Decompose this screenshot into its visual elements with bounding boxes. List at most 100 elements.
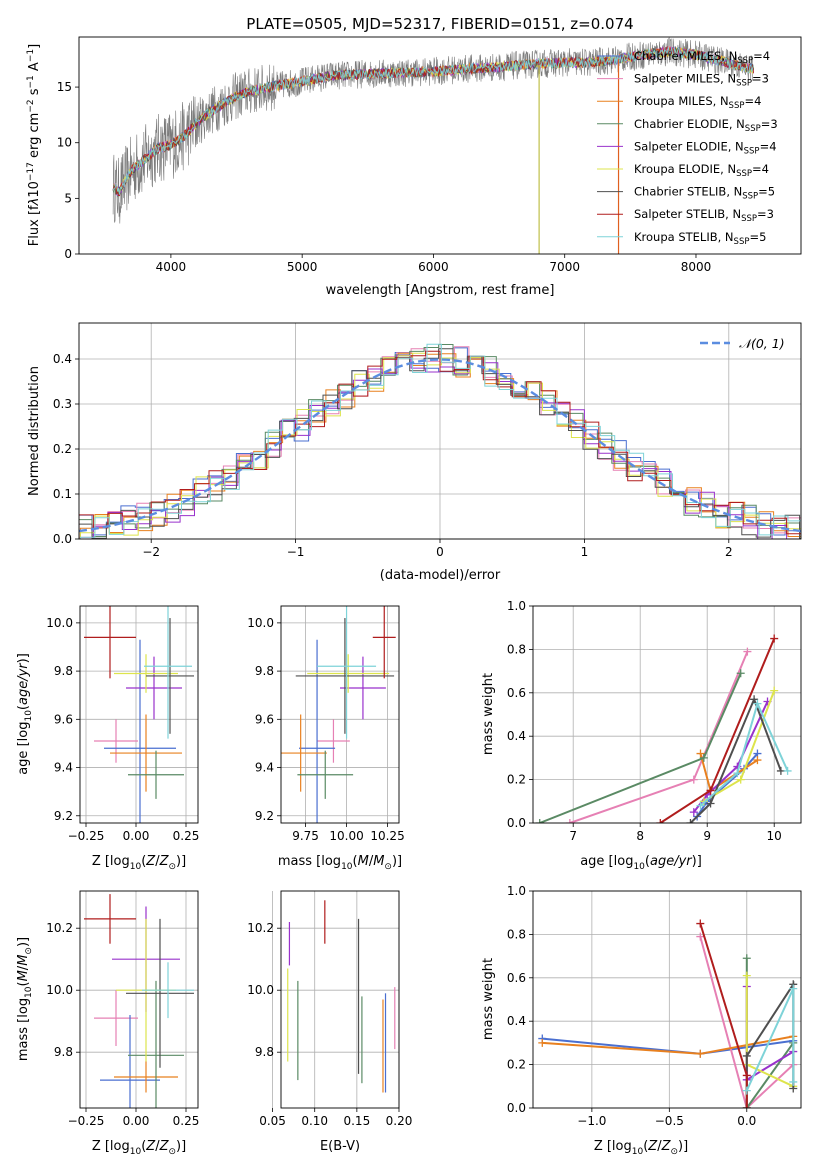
mass-weight-marker <box>770 686 779 695</box>
axes-frame <box>78 322 802 540</box>
mass-weight-marker <box>789 984 798 993</box>
mass-weight-marker <box>696 749 705 758</box>
x-tick-label: 4000 <box>156 260 187 274</box>
legend-label: Salpeter MILES, NSSP=3 <box>634 72 769 89</box>
mass-weight-line <box>569 651 749 823</box>
y-tick-label: 0.2 <box>53 442 72 456</box>
errorbar-points <box>84 606 194 823</box>
mass-weight-lines <box>538 919 798 1108</box>
axes-frame <box>532 605 802 824</box>
axes-frame <box>79 605 199 824</box>
mass-weight-marker <box>736 775 745 784</box>
histogram-series <box>79 350 801 539</box>
mass-age-xlabel: mass [log10(M/M⊙)] <box>278 854 402 872</box>
y-tick-label: 10.2 <box>46 921 73 935</box>
spectrum-ylabel: Flux [fλ10−17 erg cm−2 s−1 A−1] <box>26 44 42 246</box>
y-tick-label: 10.0 <box>46 983 73 997</box>
legend-label: Kroupa ELODIE, NSSP=4 <box>634 162 769 179</box>
mass-weight-marker <box>689 808 698 817</box>
mass-weight-marker <box>706 786 715 795</box>
mass-weight-marker <box>742 1051 751 1060</box>
histogram-series <box>79 343 801 539</box>
axes-frame <box>532 890 802 1109</box>
mass-weight-marker <box>770 634 779 643</box>
z-age-xlabel: Z [log10(Z/Z⊙)] <box>92 854 186 872</box>
z-age-panel: Z [log10(Z/Z⊙)] age [log10(age/yr)] −0.2… <box>16 605 200 872</box>
y-tick-label: 0.0 <box>507 1101 526 1115</box>
y-tick-label: 15 <box>57 80 72 94</box>
axes-frame <box>280 890 400 1109</box>
mass-weight-marker <box>776 766 785 775</box>
y-tick-label: 0.1 <box>53 487 72 501</box>
mass-weight-line <box>659 638 776 823</box>
x-tick-label: 1 <box>581 545 589 559</box>
x-tick-label: −0.25 <box>68 1114 105 1128</box>
mass-weight-marker <box>535 819 544 823</box>
mass-weight-marker <box>565 819 574 823</box>
mass-weight-marker <box>742 971 751 980</box>
mass-weight-marker <box>783 766 792 775</box>
y-tick-label: 9.8 <box>255 1045 274 1059</box>
z-mw-ylabel: mass weight <box>481 958 496 1040</box>
y-tick-label: 0.2 <box>507 773 526 787</box>
mass-weight-marker <box>743 647 752 656</box>
histogram-series <box>79 348 801 539</box>
x-tick-label: 0 <box>436 545 444 559</box>
spectrum-panel: PLATE=0505, MJD=52317, FIBERID=0151, z=0… <box>26 15 802 298</box>
y-tick-label: 0.4 <box>53 352 72 366</box>
mass-weight-lines <box>535 634 792 823</box>
y-tick-label: 1.0 <box>507 599 526 613</box>
x-tick-label: 0.0 <box>737 1114 756 1128</box>
mass-weight-line <box>745 986 794 1082</box>
mass-weight-marker <box>696 1049 705 1058</box>
legend-label: Chabrier MILES, NSSP=4 <box>634 49 770 66</box>
y-tick-label: 9.4 <box>54 761 73 775</box>
y-tick-label: 9.8 <box>255 664 274 678</box>
mass-weight-marker <box>742 954 751 963</box>
legend-label: Kroupa MILES, NSSP=4 <box>634 94 761 111</box>
mass-weight-line <box>703 690 776 803</box>
residual-histogram-panel: (data-model)/error Normed distribution −… <box>27 322 802 583</box>
y-tick-label: 0.6 <box>507 971 526 985</box>
age-mw-xlabel: age [log10(age/yr)] <box>580 854 702 872</box>
x-tick-label: 9.75 <box>292 829 319 843</box>
y-tick-label: 1.0 <box>507 884 526 898</box>
y-tick-label: 10.2 <box>247 921 274 935</box>
model-spectrum-line <box>112 46 754 195</box>
x-tick-label: 7 <box>569 829 577 843</box>
spectrum-title: PLATE=0505, MJD=52317, FIBERID=0151, z=0… <box>246 15 633 33</box>
x-tick-label: 10.25 <box>370 829 404 843</box>
z-mass-ylabel: mass [log10(M/M⊙)] <box>16 937 34 1061</box>
y-tick-label: 0.8 <box>507 927 526 941</box>
mass-weight-marker <box>789 1077 798 1086</box>
errorbar-points <box>281 606 396 823</box>
y-tick-label: 10.0 <box>247 983 274 997</box>
mass-weight-marker <box>733 769 742 778</box>
legend-label: Salpeter STELIB, NSSP=3 <box>634 207 774 224</box>
x-tick-label: 0.05 <box>259 1114 286 1128</box>
y-tick-label: 9.6 <box>54 712 73 726</box>
x-tick-label: 0.25 <box>173 829 200 843</box>
mass-weight-marker <box>696 932 705 941</box>
ebv-xlabel: E(B-V) <box>320 1139 360 1154</box>
x-tick-label: 10.00 <box>329 829 363 843</box>
z-mw-xlabel: Z [log10(Z/Z⊙)] <box>594 1139 688 1157</box>
mass-weight-marker <box>656 819 665 823</box>
mass-weight-marker <box>750 695 759 704</box>
x-tick-label: 0.10 <box>301 1114 328 1128</box>
x-tick-label: −0.25 <box>68 829 105 843</box>
mass-weight-marker <box>696 919 705 928</box>
x-tick-label: −1.0 <box>577 1114 606 1128</box>
x-tick-label: 0.25 <box>173 1114 200 1128</box>
mass-weight-marker <box>689 775 698 784</box>
y-tick-label: 0 <box>64 247 72 261</box>
mass-weight-marker <box>753 756 762 765</box>
mass-weight-marker <box>686 819 695 823</box>
x-tick-label: −1 <box>287 545 305 559</box>
hist-xlabel: (data-model)/error <box>380 568 501 583</box>
y-tick-label: 0.6 <box>507 686 526 700</box>
ebv-mass-panel: E(B-V) 0.05 0.10 0.15 0.20 9.8 10.0 10.2 <box>247 890 412 1154</box>
y-tick-label: 10.0 <box>247 616 274 630</box>
y-tick-label: 10 <box>57 136 72 150</box>
